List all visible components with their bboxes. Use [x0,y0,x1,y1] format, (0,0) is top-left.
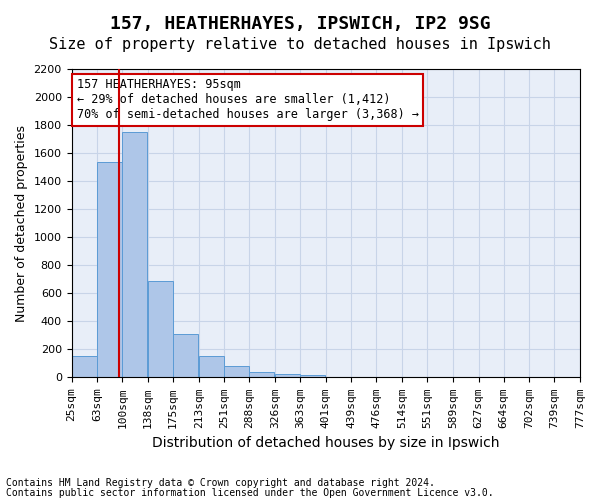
Bar [148,280,173,378]
Text: 157 HEATHERHAYES: 95sqm
← 29% of detached houses are smaller (1,412)
70% of semi: 157 HEATHERHAYES: 95sqm ← 29% of detache… [77,78,419,122]
X-axis label: Distribution of detached houses by size in Ipswich: Distribution of detached houses by size … [152,436,500,450]
Bar [71,356,97,378]
Bar [173,334,198,378]
Text: Contains public sector information licensed under the Open Government Licence v3: Contains public sector information licen… [6,488,494,498]
Bar [199,356,224,378]
Bar [97,162,122,378]
Text: Size of property relative to detached houses in Ipswich: Size of property relative to detached ho… [49,38,551,52]
Text: 157, HEATHERHAYES, IPSWICH, IP2 9SG: 157, HEATHERHAYES, IPSWICH, IP2 9SG [110,15,490,33]
Text: Contains HM Land Registry data © Crown copyright and database right 2024.: Contains HM Land Registry data © Crown c… [6,478,435,488]
Bar [122,132,147,378]
Bar [275,374,300,378]
Y-axis label: Number of detached properties: Number of detached properties [15,124,28,322]
Bar [224,366,250,378]
Bar [250,372,274,378]
Bar [300,376,325,378]
